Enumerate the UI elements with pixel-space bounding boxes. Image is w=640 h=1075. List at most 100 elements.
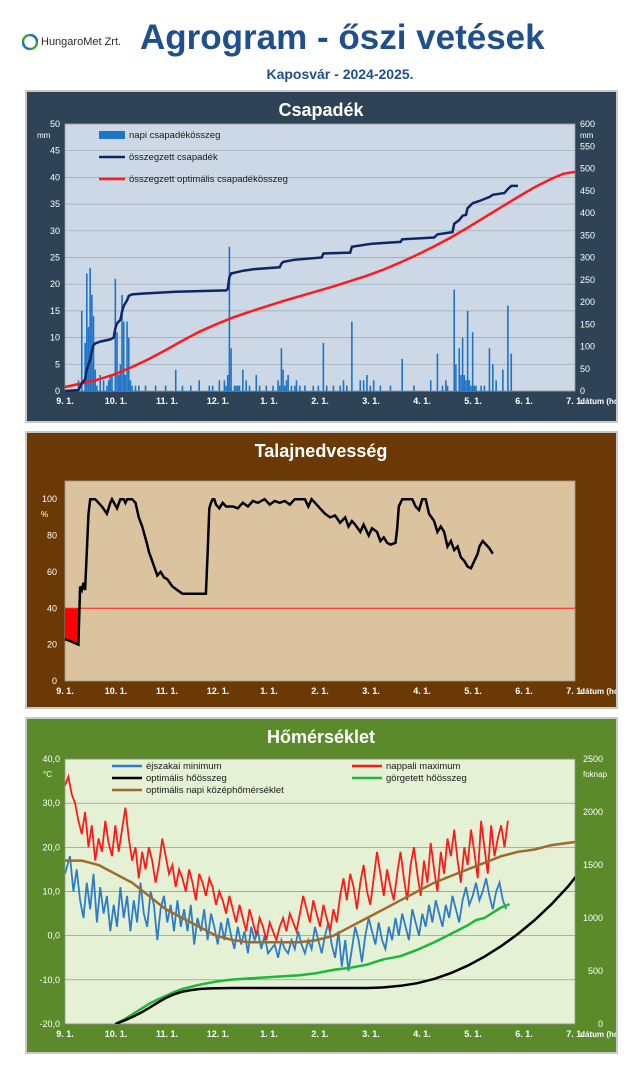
precip-bar (236, 385, 239, 391)
precip-bar (106, 385, 108, 391)
y-tick-label-right: 300 (580, 253, 595, 263)
precip-bar (460, 374, 462, 391)
legend-label: éjszakai minimum (146, 761, 222, 772)
y-tick-label-left: 15 (50, 306, 60, 316)
hungaromet-logo: HungaroMet Zrt. (22, 34, 121, 50)
x-tick-label: 3. 1. (362, 396, 380, 406)
y-tick-label-left: 0 (55, 386, 60, 396)
precip-bar (468, 380, 471, 391)
precip-bar (362, 380, 365, 391)
legend-label: nappali maximum (386, 761, 461, 772)
precip-bar (453, 289, 456, 391)
x-tick-label: 4. 1. (413, 1029, 431, 1039)
precip-bar (242, 369, 244, 391)
precip-bar (181, 385, 184, 391)
y-tick-label-left: 10 (50, 333, 60, 343)
precip-bar (455, 364, 457, 391)
precip-bar (77, 380, 80, 391)
precip-bar (283, 385, 286, 391)
plot-area (64, 480, 576, 682)
optimal-mean-temp-line (65, 840, 575, 944)
precip-bar (208, 385, 211, 391)
y-tick-label-right: 2500 (583, 754, 603, 764)
precip-bar (290, 385, 293, 391)
x-tick-label: 11. 1. (156, 686, 178, 696)
y-tick-label-left: 30,0 (42, 798, 60, 808)
x-tick-label: 3. 1. (362, 686, 380, 696)
precip-bar (463, 374, 466, 391)
precip-bar (359, 380, 362, 391)
precip-bar (295, 380, 298, 391)
precip-bar (389, 385, 392, 391)
legend-label: napi csapadékösszeg (129, 130, 220, 141)
x-tick-label: 4. 1. (413, 686, 431, 696)
precip-bar (495, 380, 497, 391)
y-tick-label-right: 500 (588, 966, 603, 976)
tmax-line (65, 773, 509, 944)
precip-bar (102, 380, 105, 391)
temperature-panel: Hőmérséklet -20,0 -10,0 0,0 10,0 20,0 30,0 40,0… (25, 717, 618, 1054)
soil-moisture-line (64, 496, 494, 647)
precip-bar (198, 380, 201, 391)
y-unit: % (41, 510, 48, 519)
y-unit-right: foknap (583, 770, 608, 779)
precip-bar (245, 380, 247, 391)
precip-bar (265, 385, 268, 391)
y-tick-label-left: 0,0 (47, 931, 60, 941)
y-tick-label-right: 200 (580, 297, 595, 307)
precip-bar (502, 369, 504, 391)
precip-bar (124, 374, 127, 391)
x-tick-label: 9. 1. (56, 686, 74, 696)
precip-bar (255, 374, 258, 391)
precip-bar (218, 380, 221, 391)
legend-label: összegzett optimális csapadékösszeg (129, 174, 288, 185)
y-tick-label: 60 (47, 567, 57, 577)
precip-bar (401, 358, 404, 391)
x-tick-label: 7. 1. (566, 1029, 584, 1039)
precip-bar (317, 385, 320, 391)
chart-title: Talajnedvesség (255, 441, 388, 461)
y-tick-label-right: 0 (598, 1019, 603, 1029)
precip-bar (235, 385, 237, 391)
soil-moisture-panel: Talajnedvesség 0 20 40 60 80 100% 9. 1. 10. 1. 11… (25, 431, 618, 709)
x-tick-label: 12. 1. (207, 396, 230, 406)
y-tick-label-right: 150 (580, 319, 595, 329)
precip-bar (84, 342, 86, 391)
precip-bar (441, 385, 444, 391)
x-tick-label: 1. 1. (260, 1029, 278, 1039)
precip-bar (225, 385, 227, 391)
legend-label: összegzett csapadék (129, 152, 218, 163)
precip-bar (465, 380, 467, 391)
precip-bar (117, 374, 120, 391)
precip-bar (351, 321, 353, 391)
logo-text: HungaroMet Zrt. (41, 36, 122, 48)
precip-bar (507, 305, 509, 391)
hungaromet-logo-icon (22, 34, 38, 50)
precip-bar (413, 385, 415, 391)
soil-moisture-chart: Talajnedvesség 0 20 40 60 80 100% 9. 1. 10. 1. 11… (27, 433, 616, 707)
page-header: HungaroMet Zrt. Agrogram - őszi vetések … (0, 0, 640, 88)
y-tick-label-right: 1000 (583, 913, 603, 923)
x-axis-label: dátum (hó.nap) (580, 687, 616, 696)
y-tick-label-right: 2000 (583, 807, 603, 817)
precip-bar (89, 268, 91, 391)
precip-bar (278, 385, 281, 391)
y-unit-left: °C (43, 770, 52, 779)
precip-bar (471, 332, 474, 391)
precip-bar (86, 273, 88, 391)
x-tick-label: 12. 1. (207, 1029, 230, 1039)
y-tick-label-left: 40 (50, 172, 60, 182)
precip-bar (480, 385, 482, 391)
precip-bar (282, 369, 284, 391)
precip-bar (129, 380, 132, 391)
y-tick-label-left: 10,0 (42, 887, 60, 897)
y-tick-label-left: 5 (55, 359, 60, 369)
precip-bar (127, 337, 130, 391)
precip-bar (122, 321, 125, 391)
precip-bar (258, 385, 261, 391)
precip-bar (154, 385, 157, 391)
precip-bar (144, 385, 147, 391)
optimal-cumulative-line (64, 170, 575, 389)
precip-bar (164, 385, 167, 391)
y-tick-label-right: 250 (580, 275, 595, 285)
